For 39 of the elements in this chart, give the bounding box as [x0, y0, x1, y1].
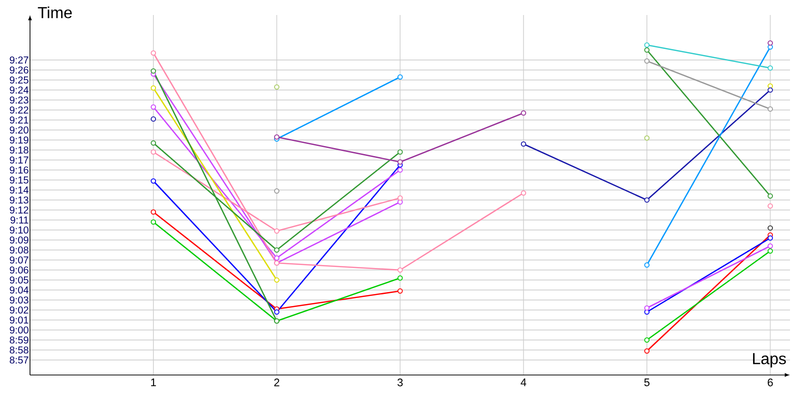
y-tick-label: 9:13	[10, 196, 28, 204]
y-tick-label: 9:15	[10, 176, 28, 184]
y-tick-label: 9:24	[10, 86, 29, 94]
y-tick-label: 9:16	[10, 166, 28, 174]
x-tick-label: 1	[151, 378, 156, 386]
x-tick-label: 2	[274, 378, 280, 386]
y-tick-label: 9:11	[10, 216, 28, 224]
y-tick-label: 9:00	[10, 326, 28, 334]
y-tick-label: 9:14	[10, 186, 29, 194]
y-tick-label: 9:12	[10, 206, 28, 214]
y-tick-label: 9:06	[10, 266, 28, 274]
y-tick-label: 9:21	[10, 116, 28, 124]
x-tick-label: 5	[644, 378, 650, 386]
y-tick-label: 9:22	[10, 106, 28, 114]
y-tick-label: 9:25	[10, 76, 28, 84]
y-tick-label: 9:27	[10, 56, 28, 64]
y-tick-label: 9:07	[10, 256, 28, 264]
x-tick-label: 4	[520, 378, 526, 386]
x-tick-label: 6	[768, 378, 773, 386]
y-tick-label: 9:04	[10, 286, 29, 294]
x-axis-title: Laps	[753, 353, 786, 368]
y-tick-label: 9:03	[10, 296, 28, 304]
y-tick-label: 9:09	[10, 236, 28, 244]
y-axis-title: Time	[38, 6, 72, 18]
y-tick-label: 9:19	[10, 136, 28, 144]
y-tick-label: 8:57	[10, 356, 28, 364]
y-tick-label: 9:20	[10, 126, 28, 134]
y-tick-label: 9:01	[10, 316, 28, 324]
x-tick-label: 3	[398, 378, 403, 386]
y-tick-label: 9:02	[10, 306, 28, 314]
y-tick-label: 9:08	[10, 246, 28, 254]
y-tick-label: 9:26	[10, 66, 28, 74]
y-tick-label: 9:17	[10, 156, 28, 164]
y-tick-label: 9:23	[10, 96, 28, 104]
y-tick-label: 8:59	[10, 336, 28, 344]
y-tick-label: 8:58	[10, 346, 28, 354]
y-tick-label: 9:18	[10, 146, 28, 154]
y-tick-label: 9:10	[10, 226, 28, 234]
y-tick-label: 9:05	[10, 276, 28, 284]
